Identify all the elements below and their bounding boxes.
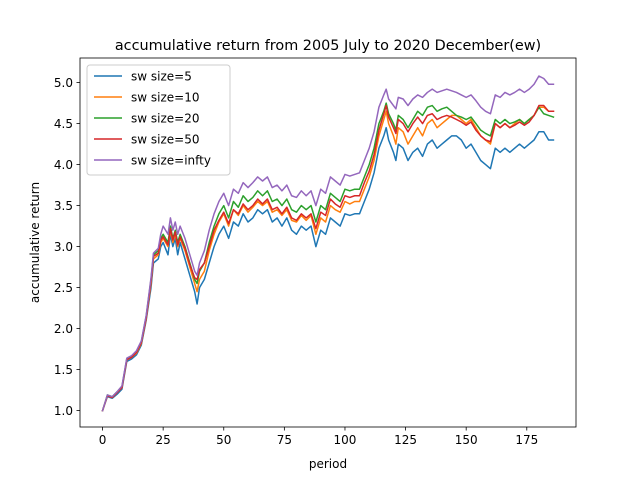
x-tick-label: 100 [334,433,357,447]
x-tick-label: 50 [216,433,231,447]
legend-label: sw size=5 [131,69,192,83]
legend-label: sw size=infty [131,153,211,167]
chart-title: accumulative return from 2005 July to 20… [115,38,541,54]
y-tick-label: 2.5 [54,281,73,295]
legend-box [86,64,231,176]
y-tick-label: 4.0 [54,158,73,172]
y-tick-label: 4.5 [54,117,73,131]
y-tick-label: 2.0 [54,322,73,336]
y-tick-label: 5.0 [54,76,73,90]
series-group [101,75,555,412]
legend-label: sw size=20 [131,111,199,125]
axes-frame [79,57,577,428]
y-tick-label: 1.0 [54,404,73,418]
x-tick-label: 150 [455,433,478,447]
y-tick-label: 3.0 [54,240,73,254]
plot-area [79,57,577,428]
series-line-0 [101,126,555,412]
series-line-3 [101,104,555,412]
legend-label: sw size=50 [131,132,199,146]
series-line-4 [101,75,555,412]
x-axis-label: period [309,457,347,471]
x-tick-label: 125 [394,433,417,447]
x-axis-ticks: 0 25 50 75 100 125 150 175 [99,427,538,447]
y-axis-label: accumulative return [28,182,42,303]
x-tick-label: 0 [99,433,107,447]
x-tick-label: 75 [277,433,292,447]
legend-entries: sw size=5 sw size=10 sw size=20 sw size=50 s… [94,69,211,167]
y-axis-ticks: 1.0 1.5 2.0 2.5 3.0 3.5 4.0 4.5 5.0 [54,76,80,418]
x-tick-label: 175 [515,433,538,447]
y-tick-label: 3.5 [54,199,73,213]
x-tick-label: 25 [156,433,171,447]
legend-label: sw size=10 [131,90,199,104]
y-tick-label: 1.5 [54,363,73,377]
legend: sw size=5 sw size=10 sw size=20 sw size=50 s… [86,64,231,176]
